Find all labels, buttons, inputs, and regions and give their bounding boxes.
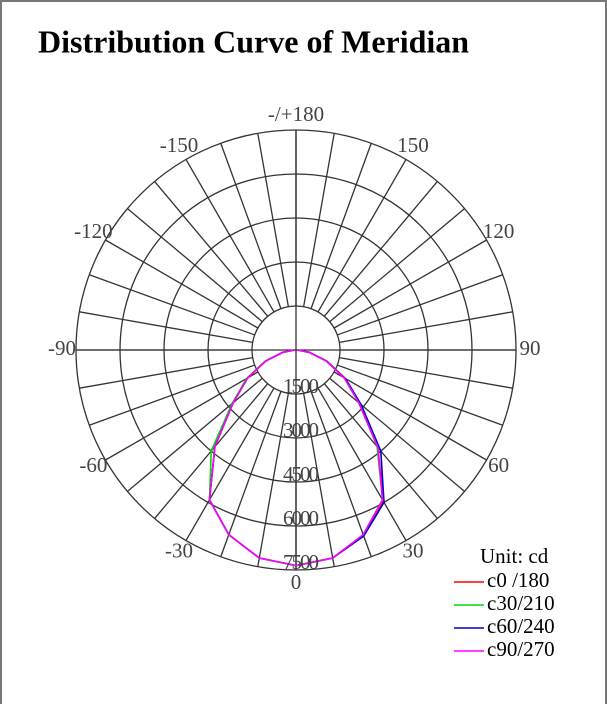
legend-label: c90/270 (487, 637, 555, 661)
chart-title: Distribution Curve of Meridian (38, 23, 469, 59)
grid-spoke (333, 371, 487, 461)
angle-tick-label: 0 (291, 570, 302, 594)
grid-spoke (185, 387, 275, 541)
grid-spoke (105, 371, 259, 461)
grid-spoke (257, 133, 289, 307)
grid-spoke (339, 311, 513, 343)
grid-spoke (329, 208, 465, 323)
angle-tick-label: -120 (74, 219, 113, 243)
r-tick-label: 1500 (283, 374, 319, 398)
grid-spoke (79, 311, 253, 343)
grid-spoke (310, 391, 372, 557)
r-tick-label: 7500 (283, 550, 319, 574)
grid-spoke (339, 357, 513, 389)
series-line (208, 349, 384, 567)
angle-tick-label: -30 (165, 538, 193, 562)
grid-spoke (303, 133, 335, 307)
angle-tick-label: -60 (79, 453, 107, 477)
angle-tick-label: -150 (160, 133, 199, 157)
legend-label: c60/240 (487, 614, 555, 638)
grid-spoke (79, 357, 253, 389)
grid-spoke (127, 208, 263, 323)
grid-spoke (333, 239, 487, 329)
grid-spoke (185, 159, 275, 313)
grid-spoke (89, 274, 255, 336)
grid-spoke (257, 393, 289, 567)
grid-spoke (310, 143, 372, 309)
grid-spoke (105, 239, 259, 329)
r-tick-label: 4500 (283, 462, 319, 486)
unit-label: Unit: cd (480, 544, 549, 568)
angle-tick-label: 60 (488, 453, 509, 477)
grid-spoke (89, 364, 255, 426)
legend-label: c0 /180 (487, 568, 549, 592)
angle-tick-label: -/+180 (268, 102, 324, 126)
angle-tick-label: 150 (397, 133, 429, 157)
angle-tick-label: -90 (48, 336, 76, 360)
grid-spoke (329, 377, 465, 492)
grid-spoke (317, 159, 407, 313)
legend-label: c30/210 (487, 591, 555, 615)
r-tick-label: 3000 (283, 418, 319, 442)
grid-spoke (323, 181, 438, 317)
angle-tick-label: 90 (520, 336, 541, 360)
angle-tick-label: 30 (403, 538, 424, 562)
grid-spoke (220, 391, 282, 557)
grid-spoke (303, 393, 335, 567)
grid-spoke (220, 143, 282, 309)
grid-spoke (337, 274, 503, 336)
grid-spoke (127, 377, 263, 492)
grid-spoke (317, 387, 407, 541)
r-tick-label: 6000 (283, 506, 319, 530)
angle-tick-label: 120 (483, 219, 515, 243)
grid-spoke (154, 181, 269, 317)
grid-spoke (337, 364, 503, 426)
